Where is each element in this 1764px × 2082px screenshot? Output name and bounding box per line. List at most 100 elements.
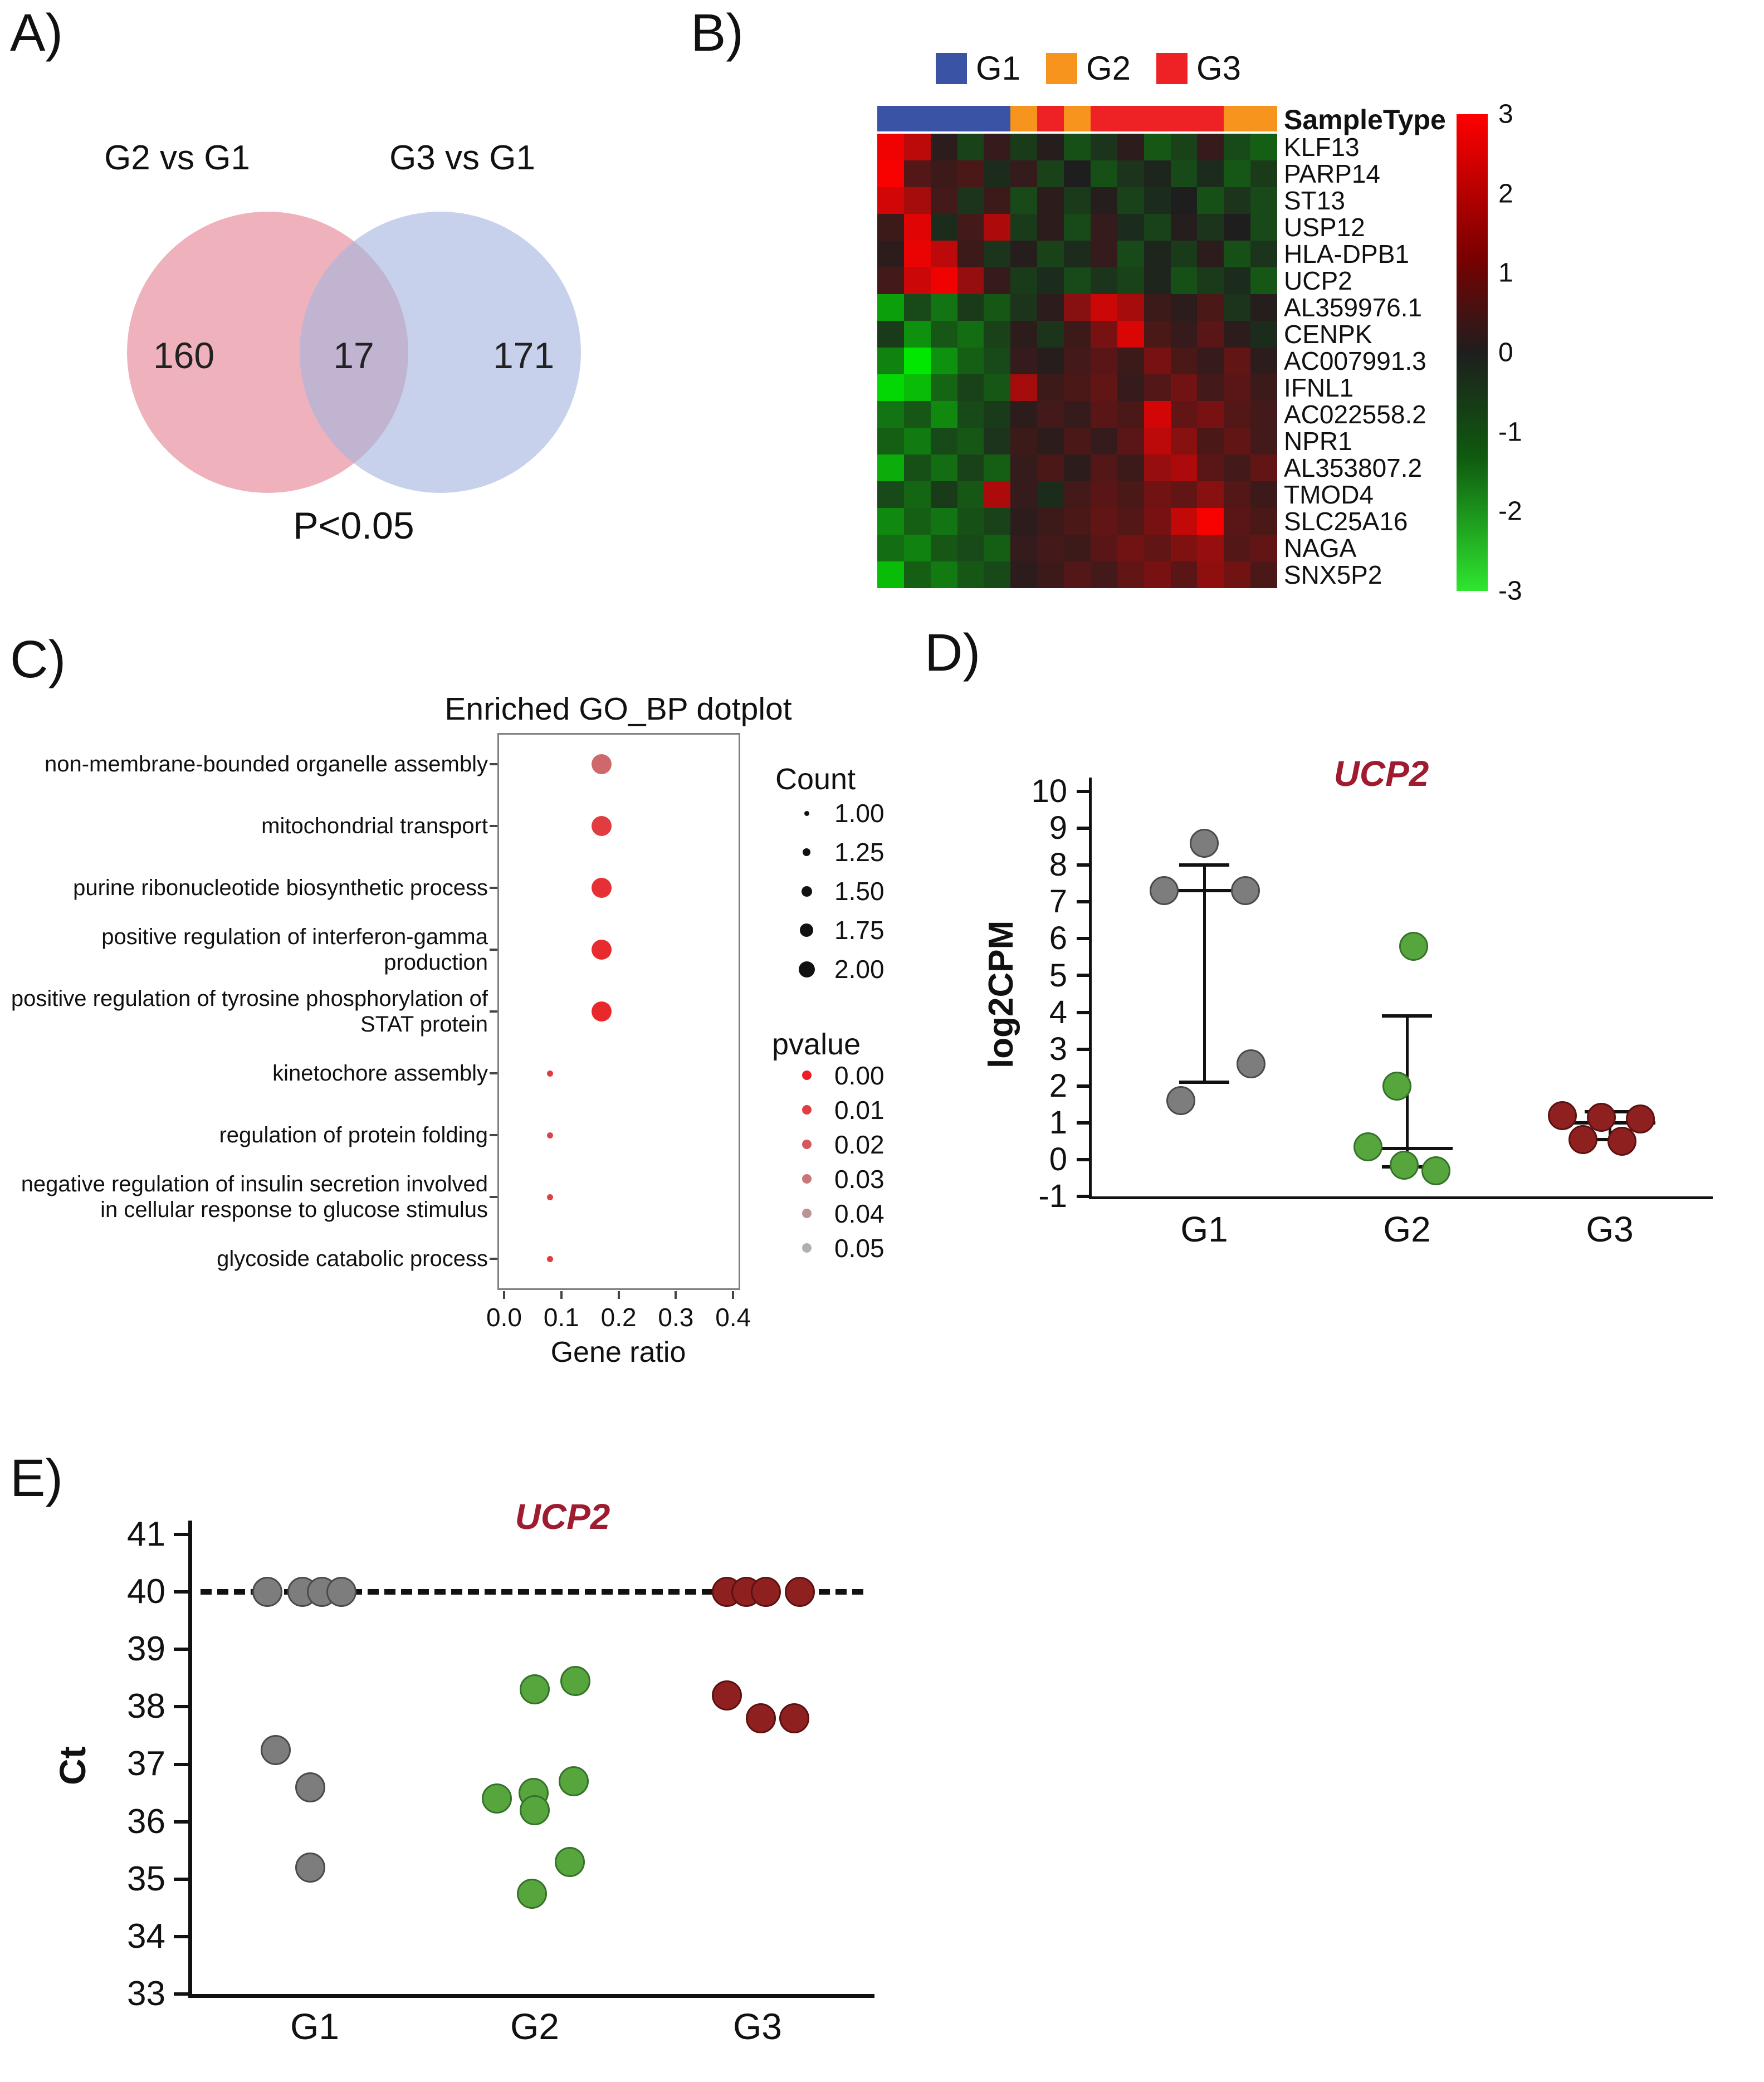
y-tick-mark bbox=[1077, 974, 1089, 978]
heatmap-cell bbox=[1064, 160, 1091, 187]
x-group-label: G2 bbox=[1383, 1209, 1431, 1249]
heatmap-cell bbox=[903, 267, 931, 294]
data-point bbox=[1421, 1156, 1450, 1185]
data-point bbox=[261, 1734, 291, 1765]
y-tick-label: 35 bbox=[127, 1859, 165, 1898]
heatmap-cell bbox=[930, 428, 957, 454]
heatmap-cell bbox=[877, 428, 904, 454]
y-tick-mark bbox=[174, 1934, 188, 1938]
heatmap-cell bbox=[1117, 401, 1144, 428]
heatmap-cell bbox=[1170, 134, 1198, 160]
gene-label: PARP14 bbox=[1284, 159, 1381, 188]
heatmap-cell bbox=[1144, 321, 1171, 348]
heatmap-cell bbox=[1197, 160, 1224, 187]
x-group-label: G2 bbox=[510, 2006, 560, 2047]
heatmap-cell bbox=[1197, 508, 1224, 535]
go-dot bbox=[591, 1001, 612, 1022]
heatmap-cell bbox=[1170, 508, 1198, 535]
heatmap-cell bbox=[1010, 134, 1038, 160]
sampletype-annotation-cell bbox=[1224, 106, 1251, 131]
heatmap-cell bbox=[957, 401, 984, 428]
heatmap-cell bbox=[1037, 561, 1064, 588]
heatmap-cell bbox=[877, 348, 904, 374]
legend-item-g2: G2 bbox=[1046, 49, 1131, 87]
y-tick-mark bbox=[490, 886, 497, 889]
heatmap-cell bbox=[1224, 428, 1251, 454]
heatmap-cell bbox=[930, 134, 957, 160]
x-tick-label: 0.0 bbox=[486, 1303, 522, 1332]
x-tick-mark bbox=[617, 1291, 620, 1299]
heatmap-cell bbox=[1224, 134, 1251, 160]
colorbar-tick-label: 2 bbox=[1498, 179, 1513, 209]
heatmap-cell bbox=[930, 561, 957, 588]
heatmap-cell bbox=[1064, 214, 1091, 241]
heatmap-cell bbox=[1250, 481, 1277, 508]
data-point bbox=[1607, 1126, 1636, 1156]
heatmap-cell bbox=[1117, 134, 1144, 160]
heatmap-cell bbox=[1090, 535, 1117, 561]
pvalue-legend-label: 0.02 bbox=[834, 1130, 885, 1159]
count-legend-title: Count bbox=[775, 763, 856, 796]
heatmap-cell bbox=[1197, 561, 1224, 588]
gene-label: KLF13 bbox=[1284, 133, 1360, 162]
x-tick-mark bbox=[675, 1291, 677, 1299]
heatmap-cell bbox=[930, 321, 957, 348]
heatmap-cell bbox=[1117, 187, 1144, 214]
pvalue-legend-label: 0.00 bbox=[834, 1061, 885, 1090]
heatmap-cell bbox=[1144, 401, 1171, 428]
data-point bbox=[1353, 1132, 1382, 1161]
heatmap-cell bbox=[1250, 535, 1277, 561]
heatmap-cell bbox=[1224, 454, 1251, 481]
heatmap-cell bbox=[1010, 294, 1038, 321]
heatmap-cell bbox=[1037, 160, 1064, 187]
x-group-label: G3 bbox=[732, 2006, 783, 2047]
heatmap-cell bbox=[1010, 561, 1038, 588]
heatmap-cell bbox=[930, 481, 957, 508]
data-point bbox=[517, 1878, 547, 1909]
heatmap-cell bbox=[984, 134, 1011, 160]
panel-e-label: E) bbox=[10, 1449, 63, 1508]
y-tick-mark bbox=[1077, 1121, 1089, 1125]
colorbar-tick-label: 0 bbox=[1498, 338, 1513, 368]
heatmap-cell bbox=[1117, 454, 1144, 481]
heatmap-cell bbox=[1144, 454, 1171, 481]
sampletype-annotation-cell bbox=[1197, 106, 1224, 131]
go-dot bbox=[546, 1070, 553, 1077]
heatmap-cell bbox=[1250, 294, 1277, 321]
x-group-label: G3 bbox=[1586, 1209, 1634, 1249]
y-tick-mark bbox=[490, 763, 497, 765]
venn-right-circle bbox=[300, 212, 581, 493]
heatmap-cell bbox=[1250, 214, 1277, 241]
heatmap-cell bbox=[1090, 160, 1117, 187]
data-point bbox=[1190, 828, 1219, 858]
heatmap-cell bbox=[930, 508, 957, 535]
heatmap-cell bbox=[1197, 374, 1224, 401]
heatmap-cell bbox=[903, 187, 931, 214]
heatmap-cell bbox=[1037, 508, 1064, 535]
heatmap-cell bbox=[1037, 481, 1064, 508]
heatmap-cell bbox=[1064, 374, 1091, 401]
heatmap-cell bbox=[1064, 241, 1091, 267]
panel-a-label: A) bbox=[10, 3, 63, 62]
heatmap-cell bbox=[930, 374, 957, 401]
heatmap-cell bbox=[903, 294, 931, 321]
heatmap-cell bbox=[957, 267, 984, 294]
gene-label: HLA-DPB1 bbox=[1284, 240, 1409, 268]
sampletype-annotation-cell bbox=[1144, 106, 1171, 131]
data-point bbox=[751, 1577, 781, 1607]
heatmap-cell bbox=[903, 160, 931, 187]
sampletype-annotation-cell bbox=[1090, 106, 1117, 131]
heatmap-cell bbox=[1224, 160, 1251, 187]
data-point bbox=[295, 1853, 325, 1883]
heatmap-cell bbox=[1064, 134, 1091, 160]
y-tick-mark bbox=[174, 1590, 188, 1594]
sampletype-annotation-bar bbox=[877, 106, 1277, 131]
heatmap-cell bbox=[877, 374, 904, 401]
y-tick-label: 40 bbox=[127, 1572, 165, 1611]
heatmap-cell bbox=[984, 508, 1011, 535]
pvalue-legend-dot bbox=[802, 1209, 812, 1218]
heatmap-cell bbox=[1117, 428, 1144, 454]
heatmap-cell bbox=[1224, 241, 1251, 267]
heatmap-cell bbox=[1090, 214, 1117, 241]
heatmap-cell bbox=[930, 187, 957, 214]
